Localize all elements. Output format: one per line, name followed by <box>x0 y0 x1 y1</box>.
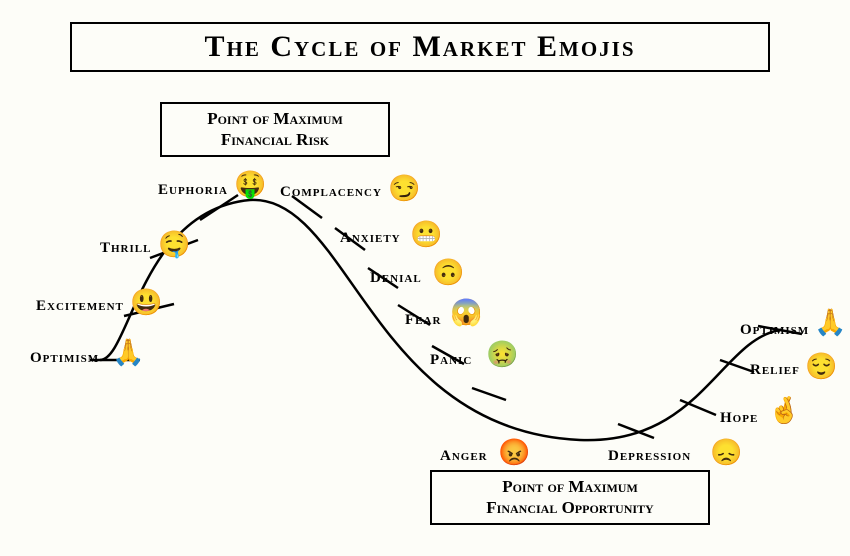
emoji-hope: 🤞 <box>768 398 800 424</box>
emoji-fear: 😱 <box>450 300 482 326</box>
emoji-complacency: 😏 <box>388 176 420 202</box>
emoji-depression: 😞 <box>710 440 742 466</box>
label-anger: Anger <box>440 448 488 465</box>
label-optimism1: Optimism <box>30 350 99 367</box>
cycle-curve-svg <box>0 0 850 556</box>
emoji-optimism2: 🙏 <box>814 310 846 336</box>
emoji-excitement: 😃 <box>130 290 162 316</box>
label-denial: Denial <box>370 270 422 287</box>
label-complacency: Complacency <box>280 184 382 201</box>
emoji-relief: 😌 <box>805 354 837 380</box>
label-euphoria: Euphoria <box>158 182 228 199</box>
emoji-panic: 🤢 <box>486 342 518 368</box>
tick-marks-group <box>90 195 802 438</box>
label-excitement: Excitement <box>36 298 124 315</box>
emoji-denial: 🙃 <box>432 260 464 286</box>
diagram-stage: The Cycle of Market Emojis Point of Maxi… <box>0 0 850 556</box>
emoji-optimism1: 🙏 <box>112 340 144 366</box>
label-thrill: Thrill <box>100 240 151 257</box>
tick-mark <box>472 388 506 400</box>
label-anxiety: Anxiety <box>340 230 401 247</box>
label-depression: Depression <box>608 448 691 465</box>
label-fear: Fear <box>405 312 441 329</box>
label-optimism2: Optimism <box>740 322 809 339</box>
label-hope: Hope <box>720 410 758 427</box>
emoji-anxiety: 😬 <box>410 222 442 248</box>
label-relief: Relief <box>750 362 800 379</box>
emoji-euphoria: 🤑 <box>234 172 266 198</box>
label-panic: Panic <box>430 352 472 369</box>
emoji-thrill: 🤤 <box>158 232 190 258</box>
emoji-anger: 😡 <box>498 440 530 466</box>
